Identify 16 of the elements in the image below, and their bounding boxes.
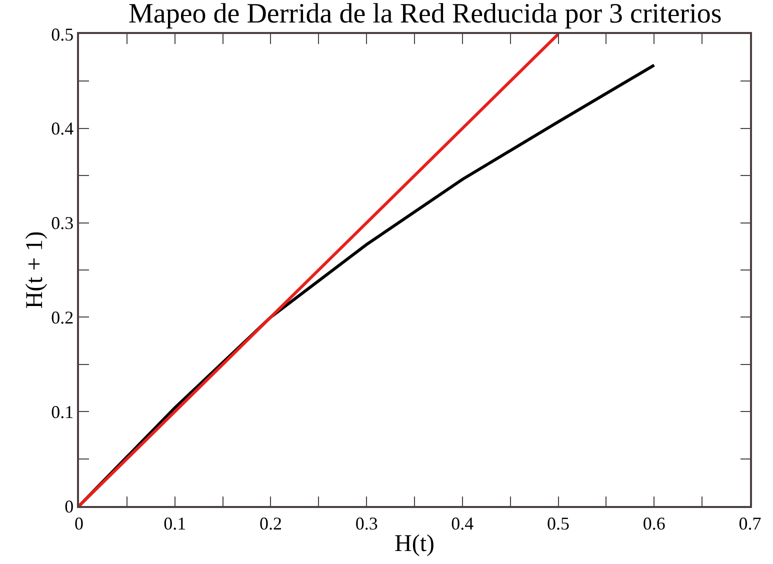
x-axis-title: H(t) — [394, 531, 434, 558]
y-tick-label: 0 — [64, 496, 74, 516]
x-tick-label: 0.4 — [451, 513, 474, 534]
x-tick-label: 0.2 — [259, 513, 282, 534]
x-tick-label: 0.6 — [642, 513, 666, 534]
y-tick-label: 0.4 — [51, 118, 74, 139]
y-tick-label: 0.1 — [51, 402, 74, 422]
x-tick-label: 0.1 — [164, 513, 186, 534]
y-tick-label: 0.2 — [51, 308, 74, 328]
x-tick-label: 0.7 — [738, 513, 762, 534]
x-tick-label: 0.5 — [547, 513, 570, 534]
y-axis-title: H(t + 1) — [22, 231, 48, 309]
chart-title: Mapeo de Derrida de la Red Reducida por 3 criterios — [128, 0, 722, 30]
y-tick-label: 0.5 — [51, 24, 74, 44]
y-tick-label: 0.3 — [51, 213, 74, 234]
x-tick-label: 0.3 — [355, 513, 378, 534]
